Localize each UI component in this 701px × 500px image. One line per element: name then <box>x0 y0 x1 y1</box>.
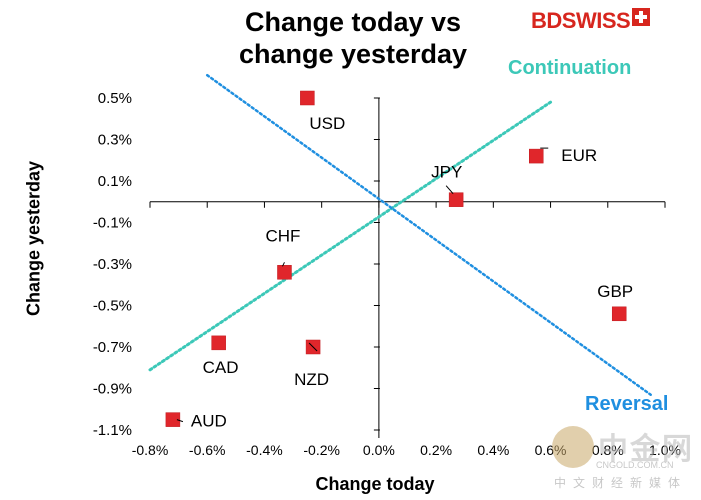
reversal-label: Reversal <box>585 393 669 415</box>
logo-swiss: SWISS <box>561 8 631 33</box>
x-tick-label: -0.6% <box>189 442 226 458</box>
leader-line-jpy <box>445 185 454 195</box>
y-tick-label: -0.5% <box>93 298 132 315</box>
point-label-jpy: JPY <box>431 163 462 182</box>
swiss-flag-icon <box>632 8 651 26</box>
y-tick-label: -0.1% <box>93 215 132 232</box>
trendline-reversal <box>205 73 652 396</box>
x-tick-label: 0.4% <box>477 442 509 458</box>
y-axis-label: Change yesterday <box>23 160 44 317</box>
x-axis-label: Change today <box>315 474 435 494</box>
x-tick-label: -0.8% <box>132 442 169 458</box>
y-tick-label: -0.9% <box>93 381 132 398</box>
y-tick-label: -0.7% <box>93 339 132 356</box>
point-gbp <box>611 306 627 322</box>
x-tick-label: -0.4% <box>246 442 283 458</box>
point-label-usd: USD <box>309 114 345 133</box>
x-tick-label: 1.0% <box>649 442 681 458</box>
point-chf <box>277 265 292 280</box>
y-tick-label: -1.1% <box>93 422 132 439</box>
watermark-main: 中金网 <box>598 433 694 466</box>
point-label-cad: CAD <box>203 358 239 377</box>
x-tick-label: 0.0% <box>363 442 395 458</box>
continuation-label: Continuation <box>508 57 632 79</box>
point-label-chf: CHF <box>265 226 300 245</box>
point-label-aud: AUD <box>191 412 227 431</box>
leader-line-aud <box>176 419 184 423</box>
point-label-gbp: GBP <box>597 282 633 301</box>
logo-text: BDSWISS <box>531 8 631 34</box>
y-tick-label: 0.1% <box>98 173 132 190</box>
logo-bd: BD <box>531 8 562 33</box>
leader-line-nzd <box>308 342 318 352</box>
point-jpy <box>448 192 464 207</box>
chart-title-line-2: change yesterday <box>238 39 468 69</box>
x-tick-label: 0.8% <box>592 442 624 458</box>
trendline-continuation <box>148 100 553 372</box>
point-aud <box>165 412 181 427</box>
point-usd <box>300 90 315 106</box>
brand-logo: BDSWISS <box>531 8 651 34</box>
x-tick-label: -0.2% <box>303 442 340 458</box>
y-tick-label: 0.3% <box>98 132 132 149</box>
point-label-nzd: NZD <box>294 370 329 389</box>
x-tick-label: 0.2% <box>420 442 452 458</box>
y-tick-label: -0.3% <box>93 256 132 273</box>
watermark: 中金网 CNGOLD.COM.CN 中文财经新媒体 <box>552 424 697 494</box>
y-tick-label: 0.5% <box>98 90 132 107</box>
watermark-sub: 中文财经新媒体 <box>554 476 688 490</box>
watermark-domain: CNGOLD.COM.CN <box>596 460 674 470</box>
point-label-eur: EUR <box>561 146 597 165</box>
leader-line-chf <box>282 262 285 267</box>
watermark-logo-icon <box>552 426 594 468</box>
point-eur <box>529 148 544 164</box>
point-cad <box>211 335 226 351</box>
chart-title-line-1: Change today vs <box>244 7 462 37</box>
chart-title: Change today vs change yesterday <box>200 6 506 70</box>
